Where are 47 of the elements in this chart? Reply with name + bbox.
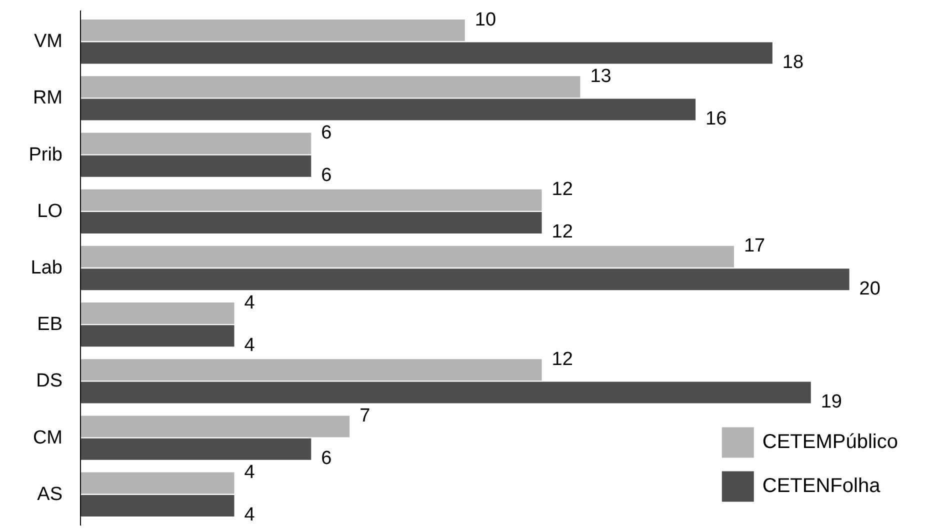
bar [80, 268, 850, 290]
bar [80, 246, 734, 268]
data-label: 6 [321, 122, 332, 144]
bar [80, 98, 696, 120]
bar [80, 189, 542, 211]
legend-label: CETEMPúblico [762, 430, 898, 454]
data-label: 17 [744, 236, 766, 257]
y-tick-label: Lab [30, 258, 62, 278]
data-label: 19 [820, 392, 842, 413]
y-tick-label: EB [37, 314, 63, 336]
data-label: 12 [552, 179, 573, 200]
data-label: 18 [782, 52, 804, 73]
data-label: 7 [360, 405, 370, 426]
y-tick-label: AS [37, 484, 63, 505]
y-tick-label: RM [32, 88, 63, 109]
bar [80, 302, 234, 324]
y-tick-label: Prib [28, 144, 63, 166]
bar [80, 416, 350, 438]
bar [80, 438, 312, 460]
data-label: 4 [244, 462, 256, 484]
legend-label: CETENFolha [762, 474, 880, 498]
bar [80, 155, 312, 177]
bar [80, 212, 542, 234]
bar [80, 382, 811, 404]
y-tick-label: DS [36, 370, 63, 392]
data-label: 6 [321, 448, 332, 470]
bar [80, 494, 234, 516]
data-label: 4 [244, 292, 256, 314]
bar [80, 42, 772, 64]
data-label: 10 [474, 9, 496, 30]
bar [80, 472, 234, 494]
data-label: 16 [706, 108, 727, 130]
y-tick-label: LO [37, 200, 63, 222]
bar [80, 20, 465, 42]
data-label: 12 [552, 222, 573, 243]
y-tick-label: VM [34, 31, 62, 52]
data-label: 6 [321, 165, 332, 186]
y-tick-label: CM [32, 427, 63, 448]
data-label: 20 [859, 278, 880, 300]
data-label: 12 [552, 348, 573, 370]
data-label: 4 [244, 504, 256, 526]
bar [80, 132, 312, 154]
bar [80, 359, 542, 381]
bar [80, 325, 234, 347]
data-label: 13 [590, 66, 612, 87]
data-label: 4 [244, 334, 256, 356]
bar [80, 76, 580, 98]
